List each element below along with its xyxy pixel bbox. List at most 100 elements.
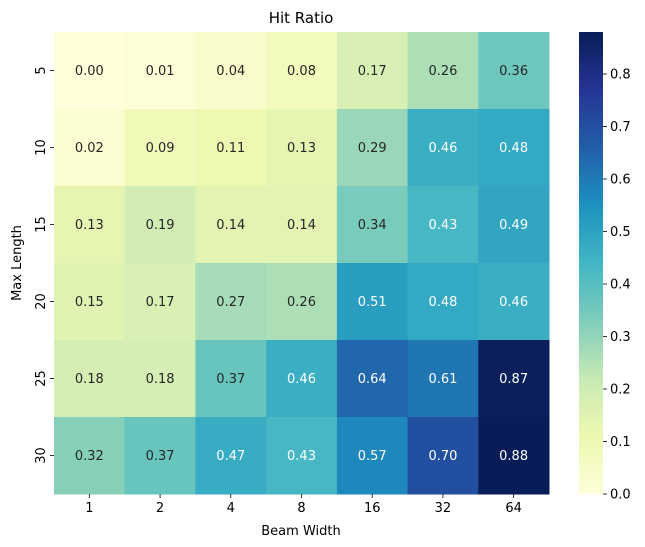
heatmap-cell (195, 263, 267, 341)
cell-value-label: 0.27 (216, 295, 245, 310)
cell-value-label: 0.88 (499, 449, 528, 464)
cell-value-label: 0.61 (428, 372, 457, 387)
heatmap-cell (407, 186, 479, 264)
y-tick-label: 30 (34, 447, 49, 464)
heatmap-cell (124, 186, 196, 264)
heatmap-cell (195, 186, 267, 264)
colorbar-tick-label: 0.6 (610, 173, 631, 188)
cell-value-label: 0.13 (287, 141, 316, 156)
heatmap-cell (478, 263, 550, 341)
cell-value-label: 0.48 (428, 295, 457, 310)
heatmap-cell (124, 417, 196, 495)
colorbar-tick-label: 0.7 (610, 120, 631, 135)
cell-value-label: 0.51 (358, 295, 387, 310)
cell-value-label: 0.09 (146, 141, 175, 156)
cell-value-label: 0.49 (499, 218, 528, 233)
heatmap-cell (266, 32, 338, 110)
cell-value-label: 0.47 (216, 449, 245, 464)
heatmap-cells (54, 32, 550, 495)
heatmap-cell (124, 32, 196, 110)
colorbar-tick-label: 0.0 (610, 488, 631, 503)
heatmap-cell (407, 109, 479, 187)
cell-value-label: 0.00 (75, 64, 104, 79)
heatmap-cell (195, 340, 267, 418)
heatmap-cell (54, 186, 126, 264)
heatmap-cell (124, 263, 196, 341)
heatmap-cell (336, 263, 409, 341)
cell-value-label: 0.04 (216, 64, 245, 79)
heatmap-cell (407, 417, 479, 495)
x-tick-label: 1 (85, 501, 93, 516)
cell-value-label: 0.70 (428, 449, 457, 464)
heatmap-cell (478, 186, 550, 264)
cell-value-label: 0.17 (358, 64, 387, 79)
cell-value-label: 0.46 (287, 372, 316, 387)
y-tick-label: 25 (34, 370, 49, 387)
heatmap-cell (407, 263, 479, 341)
y-axis-label: Max Length (10, 225, 25, 301)
cell-value-label: 0.18 (75, 372, 104, 387)
cell-value-label: 0.26 (428, 64, 457, 79)
cell-value-label: 0.48 (499, 141, 528, 156)
heatmap-cell (407, 32, 479, 110)
cell-value-label: 0.87 (499, 372, 528, 387)
heatmap-cell (195, 109, 267, 187)
heatmap-cell (336, 340, 409, 418)
heatmap-cell (336, 109, 409, 187)
heatmap-cell (336, 417, 409, 495)
heatmap-cell (54, 109, 126, 187)
cell-value-label: 0.15 (75, 295, 104, 310)
cell-value-label: 0.46 (499, 295, 528, 310)
heatmap-cell (478, 32, 550, 110)
heatmap-cell (54, 32, 126, 110)
cell-value-label: 0.26 (287, 295, 316, 310)
heatmap-cell (54, 340, 126, 418)
x-tick-label: 2 (156, 501, 164, 516)
y-axis-ticks: 5 10 15 20 25 30 (34, 66, 54, 464)
colorbar (579, 32, 603, 494)
cell-value-label: 0.11 (216, 141, 245, 156)
y-tick-label: 20 (34, 293, 49, 310)
cell-value-label: 0.37 (146, 449, 175, 464)
cell-value-label: 0.14 (287, 218, 316, 233)
x-tick-label: 16 (364, 501, 381, 516)
cell-value-label: 0.57 (358, 449, 387, 464)
heatmap-cell (266, 186, 338, 264)
heatmap-cell (266, 417, 338, 495)
x-axis-label: Beam Width (261, 524, 340, 539)
cell-value-label: 0.18 (146, 372, 175, 387)
heatmap-cell (124, 340, 196, 418)
cell-value-label: 0.29 (358, 141, 387, 156)
cell-value-labels: 0.00 0.01 0.04 0.08 0.17 0.26 0.36 0.02 0.09 0.11… (75, 64, 528, 464)
heatmap-cell (195, 32, 267, 110)
cell-value-label: 0.08 (287, 64, 316, 79)
cell-value-label: 0.34 (358, 218, 387, 233)
y-tick-label: 15 (34, 216, 49, 233)
heatmap-cell (266, 340, 338, 418)
heatmap-cell (54, 417, 126, 495)
y-tick-label: 10 (34, 139, 49, 156)
heatmap-cell (195, 417, 267, 495)
colorbar-tick-label: 0.5 (610, 225, 631, 240)
chart-title: Hit Ratio (269, 9, 334, 27)
heatmap-cell (266, 263, 338, 341)
x-axis-ticks: 1 2 4 8 16 32 64 (85, 494, 522, 516)
colorbar-tick-label: 0.4 (610, 278, 631, 293)
heatmap-cell (54, 263, 126, 341)
cell-value-label: 0.43 (428, 218, 457, 233)
cell-value-label: 0.13 (75, 218, 104, 233)
cell-value-label: 0.01 (146, 64, 175, 79)
cell-value-label: 0.43 (287, 449, 316, 464)
cell-value-label: 0.19 (146, 218, 175, 233)
heatmap-cell (478, 109, 550, 187)
heatmap-cell (478, 340, 550, 418)
cell-value-label: 0.32 (75, 449, 104, 464)
heatmap-cell (336, 186, 409, 264)
colorbar-tick-label: 0.2 (610, 383, 631, 398)
x-tick-label: 4 (227, 501, 235, 516)
x-tick-label: 32 (435, 501, 452, 516)
x-tick-label: 8 (297, 501, 305, 516)
heatmap-cell (124, 109, 196, 187)
heatmap-cell (266, 109, 338, 187)
